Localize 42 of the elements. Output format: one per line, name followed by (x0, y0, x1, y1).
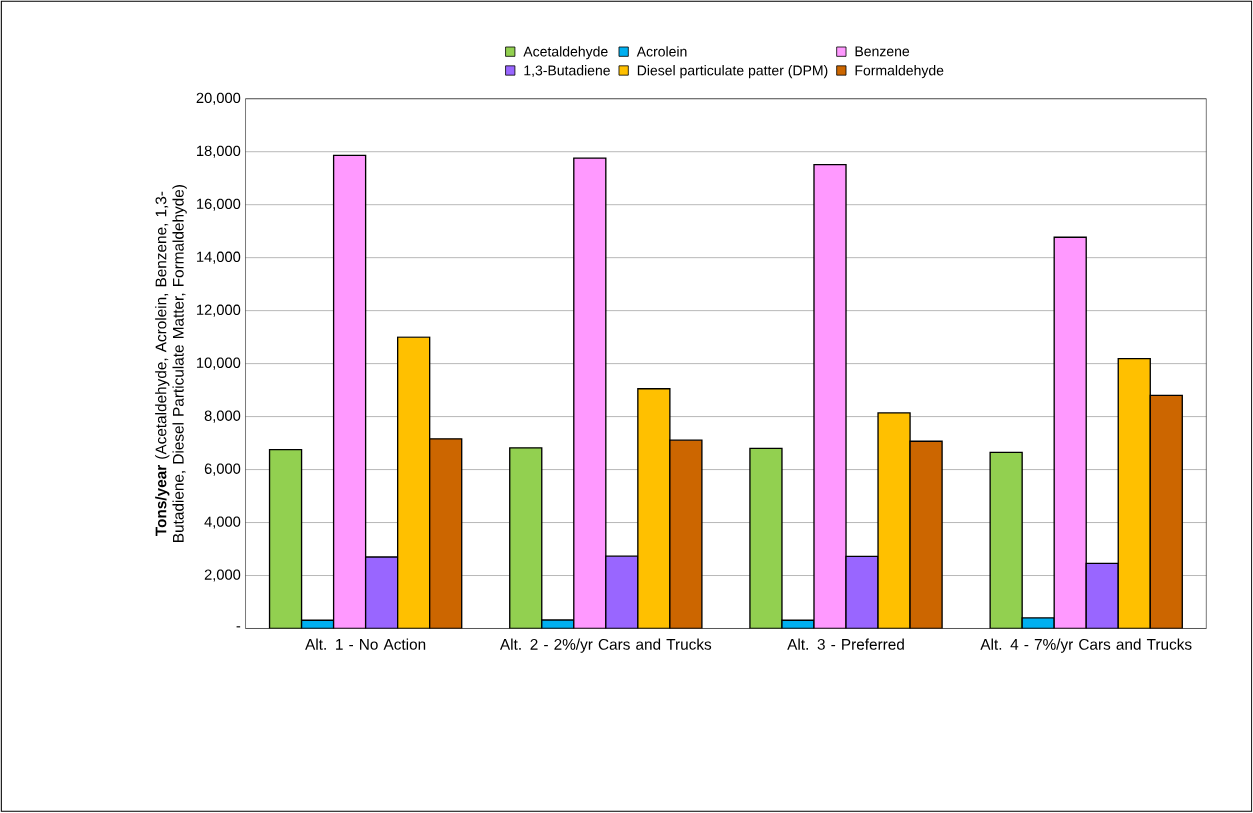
y-tick-label: - (236, 626, 241, 628)
y-tick-label: 12,000 (197, 304, 241, 317)
legend-label: 1,3-Butadiene (524, 65, 610, 78)
legend-label: Acrolein (636, 46, 687, 57)
bar (909, 440, 943, 629)
x-tick-label: Alt. 1 - No Action (305, 638, 426, 650)
bar (813, 164, 847, 629)
bar (989, 451, 1023, 629)
x-tick-label: Alt. 2 - 2%/yr Cars and Trucks (499, 638, 712, 654)
y-tick-label: 4,000 (204, 516, 241, 529)
bar (396, 336, 431, 629)
bar (669, 440, 702, 629)
legend-label: Benzene (855, 46, 910, 57)
bar (573, 158, 606, 629)
y-tick-label: 6,000 (204, 463, 241, 476)
bar (1053, 236, 1087, 629)
legend-label: Formaldehyde (855, 65, 944, 79)
x-tick-label: Alt. 3 - Preferred (787, 638, 904, 650)
bar (1149, 394, 1183, 629)
bar (332, 154, 367, 629)
bar (605, 556, 638, 629)
bar (509, 448, 542, 629)
legend-label: Diesel particulate patter (DPM) (637, 65, 828, 79)
bar (749, 447, 783, 629)
y-tick-label: 16,000 (197, 198, 241, 211)
bar (429, 438, 463, 629)
y-tick-label: 20,000 (196, 92, 241, 105)
y-axis-title: Tons/year (Acetaldehyde, Acrolein, Benzene, 1,3-Butadiene, Diesel Particulate Matter, Formaldehyde) (155, 185, 187, 543)
y-tick-label: 8,000 (204, 410, 241, 423)
y-tick-label: 10,000 (197, 357, 241, 370)
x-tick-label: Alt. 4 - 7%/yr Cars and Trucks (980, 638, 1192, 654)
y-tick-label: 14,000 (197, 251, 241, 264)
bar (1085, 562, 1119, 629)
y-tick-label: 2,000 (204, 569, 241, 582)
y-tick-label: 18,000 (197, 145, 241, 158)
bar (637, 388, 670, 629)
bar (877, 412, 911, 629)
legend-label: Acetaldehyde (523, 46, 608, 60)
bar (1117, 358, 1151, 629)
bar (364, 556, 399, 629)
bar (268, 449, 303, 629)
bar (845, 555, 879, 629)
